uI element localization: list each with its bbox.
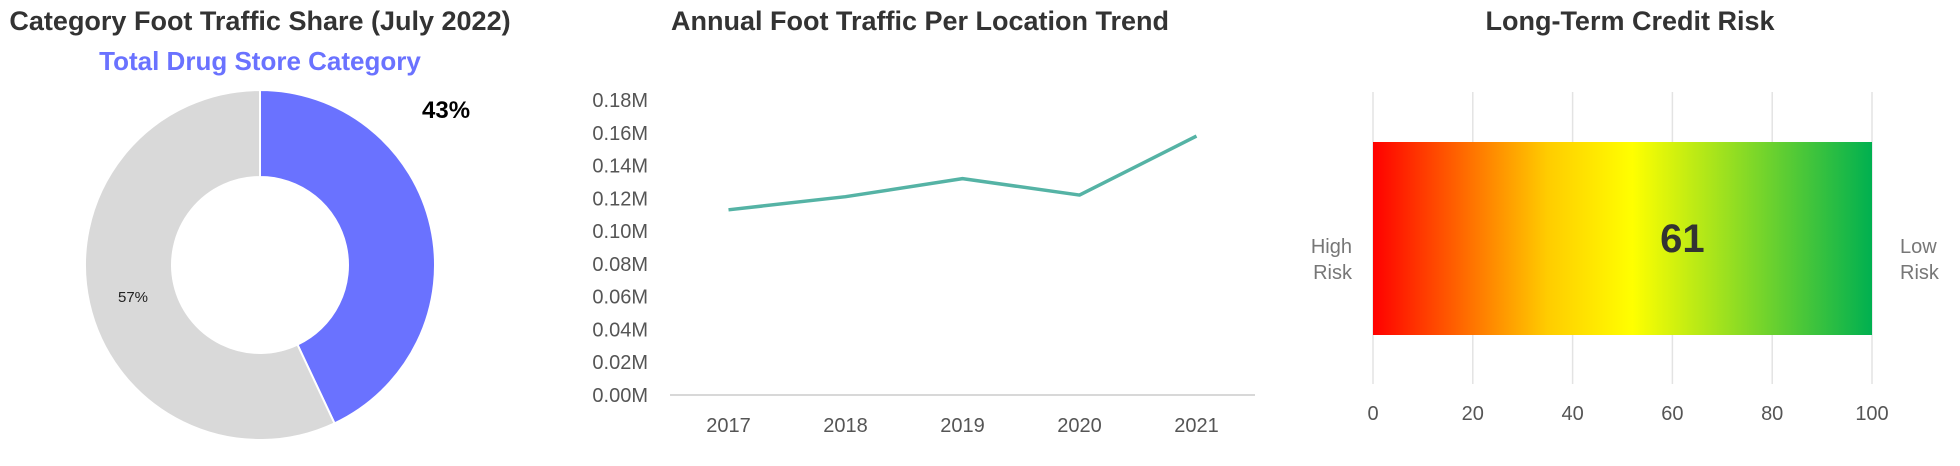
line-panel: Annual Foot Traffic Per Location Trend 0… <box>560 0 1280 466</box>
risk-value-label: 61 <box>1660 217 1705 261</box>
y-tick-label: 0.02M <box>592 352 648 374</box>
x-tick-label: 2017 <box>706 415 751 437</box>
x-tick-label: 0 <box>1367 403 1378 425</box>
risk-bar <box>1373 142 1872 335</box>
left-label-line2: Risk <box>1313 262 1353 284</box>
y-tick-label: 0.08M <box>592 254 648 276</box>
y-tick-label: 0.00M <box>592 385 648 407</box>
y-tick-label: 0.18M <box>592 90 648 112</box>
y-tick-label: 0.12M <box>592 188 648 210</box>
line-title: Annual Foot Traffic Per Location Trend <box>670 6 1170 36</box>
donut-slice <box>259 88 436 425</box>
y-tick-label: 0.06M <box>592 287 648 309</box>
x-tick-label: 2020 <box>1057 415 1102 437</box>
donut-slice <box>84 88 336 441</box>
donut-title: Category Foot Traffic Share (July 2022) <box>9 6 511 36</box>
right-label-line1: Low <box>1900 236 1937 258</box>
x-tick-label: 100 <box>1855 403 1888 425</box>
x-tick-label: 80 <box>1761 403 1783 425</box>
line-chart: 0.00M 0.02M 0.04M 0.06M 0.08M 0.10M 0.12M 0.14M… <box>592 90 1255 437</box>
series-line <box>728 134 1198 212</box>
donut-chart: 43% 57% <box>84 88 470 441</box>
right-label-line2: Risk <box>1900 262 1940 284</box>
risk-chart: 0 20 40 60 80 100 61 High Risk Low Risk <box>1311 92 1940 425</box>
y-tick-label: 0.10M <box>592 221 648 243</box>
donut-panel: Category Foot Traffic Share (July 2022) … <box>0 0 520 466</box>
donut-slice-label: 57% <box>118 289 148 306</box>
x-tick-label: 2019 <box>940 415 985 437</box>
x-tick-label: 60 <box>1661 403 1683 425</box>
risk-title: Long-Term Credit Risk <box>1485 6 1775 36</box>
donut-slice-label: 43% <box>422 97 470 124</box>
y-tick-label: 0.16M <box>592 123 648 145</box>
y-tick-label: 0.04M <box>592 319 648 341</box>
x-tick-label: 20 <box>1462 403 1484 425</box>
y-tick-label: 0.14M <box>592 156 648 178</box>
risk-panel: Long-Term Credit Risk 0 20 40 60 80 100 61 High… <box>1300 0 1960 466</box>
left-label-line1: High <box>1311 236 1352 258</box>
x-tick-label: 2021 <box>1174 415 1219 437</box>
donut-subtitle: Total Drug Store Category <box>99 46 421 76</box>
x-tick-label: 2018 <box>823 415 868 437</box>
x-tick-label: 40 <box>1561 403 1583 425</box>
